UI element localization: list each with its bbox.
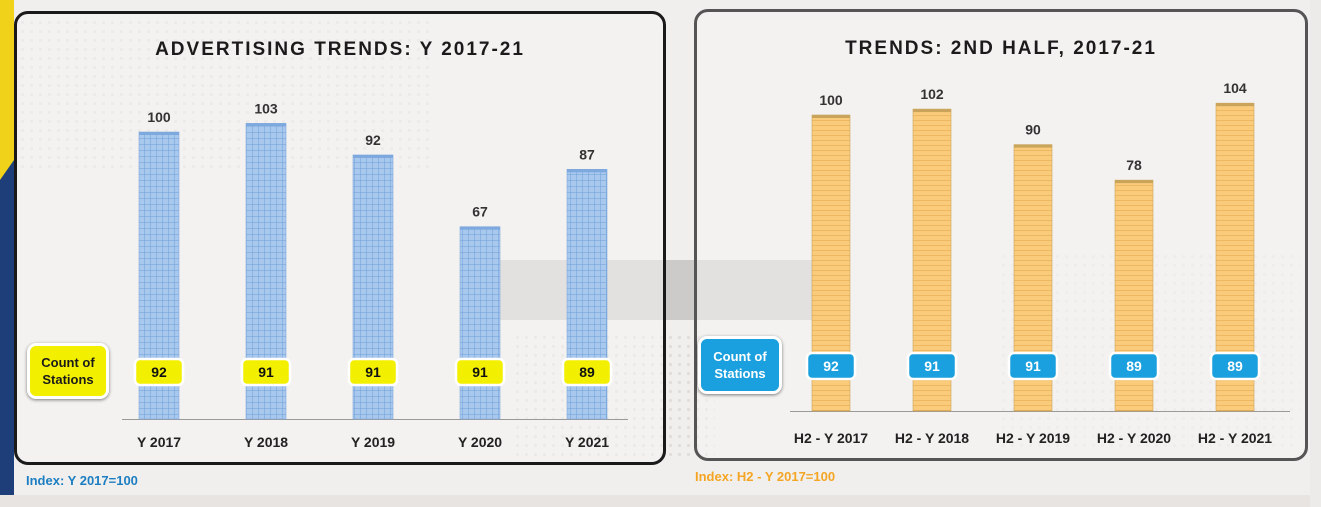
right-bar-cap <box>1216 103 1254 107</box>
left-bar-cap <box>353 154 393 158</box>
count-of-stations-label-left: Count of Stations <box>27 343 109 399</box>
right-count-badge-value: 91 <box>1025 358 1041 374</box>
count-of-stations-label-right: Count of Stations <box>698 336 782 394</box>
left-bar-value-label: 92 <box>365 132 381 148</box>
right-bar-value-label: 90 <box>1025 122 1041 138</box>
left-chart-panel: ADVERTISING TRENDS: Y 2017-21 <box>14 11 666 465</box>
left-bar-value-label: 103 <box>254 100 278 116</box>
left-count-badge-value: 89 <box>579 364 595 380</box>
right-count-badge <box>1209 351 1261 381</box>
left-x-tick-label: Y 2021 <box>565 434 609 450</box>
left-bar-value-label: 67 <box>472 204 488 220</box>
right-bar-cap <box>913 109 951 113</box>
right-x-tick-label: H2 - Y 2018 <box>895 430 969 446</box>
right-count-badge <box>1007 351 1059 381</box>
left-bar-value-label: 100 <box>147 109 171 125</box>
right-x-tick-label: H2 - Y 2021 <box>1198 430 1272 446</box>
right-bar-value-label: 102 <box>920 86 944 102</box>
right-count-badge-value: 91 <box>924 358 940 374</box>
right-count-badge-value: 92 <box>823 358 839 374</box>
left-count-badge <box>347 357 399 387</box>
left-bar <box>459 226 501 420</box>
left-x-tick-label: Y 2018 <box>244 434 288 450</box>
left-x-tick-label: Y 2020 <box>458 434 502 450</box>
right-index-footnote: Index: H2 - Y 2017=100 <box>695 469 836 484</box>
right-chart-title: TRENDS: 2ND HALF, 2017-21 <box>845 38 1157 59</box>
left-bar-value-label: 87 <box>579 146 595 162</box>
left-count-badge <box>240 357 292 387</box>
right-count-badge <box>906 351 958 381</box>
right-bar-value-label: 104 <box>1223 80 1247 96</box>
right-bar-value-label: 100 <box>819 92 843 108</box>
left-count-badge <box>133 357 185 387</box>
right-bar-cap <box>1014 144 1052 148</box>
left-bar-cap <box>139 132 179 135</box>
right-x-tick-label: H2 - Y 2017 <box>794 430 868 446</box>
right-count-badge <box>1108 351 1160 381</box>
left-index-footnote: Index: Y 2017=100 <box>26 473 138 488</box>
right-x-tick-label: H2 - Y 2019 <box>996 430 1070 446</box>
left-bar-cap <box>567 169 607 173</box>
left-count-badge <box>454 357 506 387</box>
left-x-tick-label: Y 2019 <box>351 434 395 450</box>
left-bar-cap <box>246 123 286 127</box>
right-bar-cap <box>1115 180 1153 184</box>
right-count-badge <box>805 351 857 381</box>
right-count-badge-value: 89 <box>1227 358 1243 374</box>
right-chart-panel: TRENDS: 2ND HALF, 2017-21 <box>694 9 1308 461</box>
left-count-badge-value: 91 <box>472 364 488 380</box>
right-x-tick-label: H2 - Y 2020 <box>1097 430 1171 446</box>
right-bar-cap <box>812 115 850 118</box>
left-count-badge-value: 92 <box>151 364 167 380</box>
right-count-badge-value: 89 <box>1126 358 1142 374</box>
left-chart-title: ADVERTISING TRENDS: Y 2017-21 <box>155 39 525 60</box>
right-bar-value-label: 78 <box>1126 157 1142 173</box>
left-bar-cap <box>460 226 500 230</box>
left-count-badge-value: 91 <box>258 364 274 380</box>
left-count-badge <box>561 357 613 387</box>
left-x-tick-label: Y 2017 <box>137 434 181 450</box>
left-count-badge-value: 91 <box>365 364 381 380</box>
